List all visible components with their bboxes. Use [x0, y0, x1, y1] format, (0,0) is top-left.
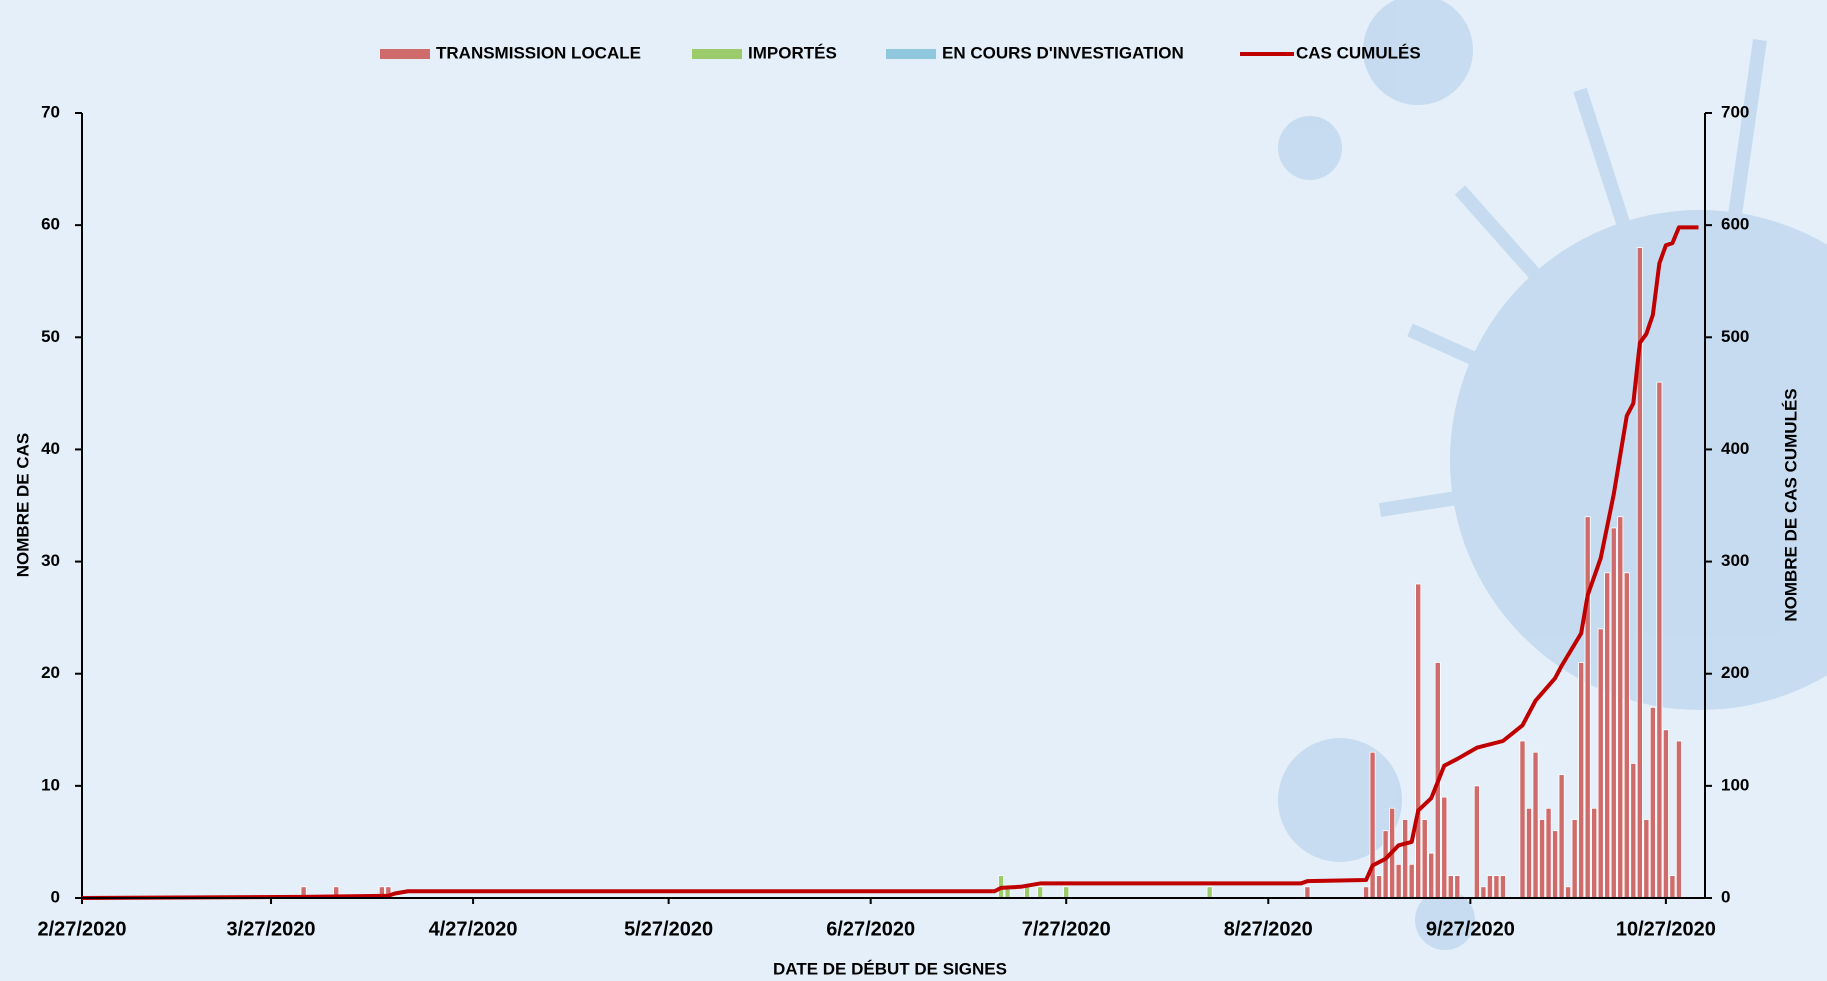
bar	[1675, 740, 1682, 899]
y-tick-label: 70	[41, 102, 60, 121]
x-axis-title: DATE DE DÉBUT DE SIGNES	[773, 959, 1007, 978]
bar	[1493, 875, 1500, 899]
bar	[1669, 875, 1676, 899]
bar	[1473, 785, 1480, 899]
legend-label: EN COURS D'INVESTIGATION	[942, 43, 1184, 62]
bar	[1597, 628, 1604, 899]
y-tick-label: 60	[41, 215, 60, 234]
x-tick-label: 2/27/2020	[38, 918, 127, 940]
bar	[1649, 706, 1656, 899]
bar	[1604, 572, 1611, 899]
y-tick-label: 50	[41, 327, 60, 346]
x-tick-label: 9/27/2020	[1426, 918, 1515, 940]
bar	[1578, 662, 1585, 899]
bar	[1662, 729, 1669, 899]
y-tick-label: 10	[41, 775, 60, 794]
x-tick-label: 10/27/2020	[1616, 918, 1716, 940]
bar	[1558, 774, 1565, 899]
cumulative-line	[81, 225, 1699, 900]
legend-swatch	[692, 49, 742, 59]
y2-tick-label: 500	[1721, 327, 1749, 346]
bar	[1571, 819, 1578, 899]
bar	[1037, 886, 1044, 899]
bar	[1382, 830, 1389, 899]
bar	[1656, 381, 1663, 899]
legend-label: CAS CUMULÉS	[1296, 43, 1421, 62]
x-tick-label: 5/27/2020	[624, 918, 713, 940]
y2-tick-label: 100	[1721, 775, 1749, 794]
y-axis-title: NOMBRE DE CAS	[13, 433, 32, 578]
bar	[1630, 763, 1637, 899]
bar	[1643, 819, 1650, 899]
x-tick-label: 6/27/2020	[826, 918, 915, 940]
background-decoration	[1278, 0, 1827, 950]
bar	[1499, 875, 1506, 899]
legend-label: IMPORTÉS	[748, 43, 837, 62]
y2-tick-label: 700	[1721, 102, 1749, 121]
bar	[1545, 807, 1552, 899]
y-tick-label: 20	[41, 663, 60, 682]
bar	[1376, 875, 1383, 899]
y2-axis-title: NOMBRE DE CAS CUMULÉS	[1781, 388, 1800, 621]
bar	[1480, 886, 1487, 899]
y-tick-label: 0	[51, 887, 60, 906]
bar	[1206, 886, 1213, 899]
bar	[1617, 516, 1624, 899]
x-tick-label: 3/27/2020	[227, 918, 316, 940]
bar	[1415, 583, 1422, 899]
bar	[1363, 886, 1370, 899]
bar	[1428, 852, 1435, 899]
bar	[1526, 807, 1533, 899]
bar	[1486, 875, 1493, 899]
bar	[1441, 796, 1448, 899]
x-tick-label: 8/27/2020	[1224, 918, 1313, 940]
bar	[1565, 886, 1572, 899]
y2-tick-label: 300	[1721, 551, 1749, 570]
legend-label: TRANSMISSION LOCALE	[436, 43, 641, 62]
bar	[1408, 863, 1415, 899]
y2-tick-label: 600	[1721, 215, 1749, 234]
y2-tick-label: 400	[1721, 439, 1749, 458]
bar	[1304, 886, 1311, 899]
bar	[1454, 875, 1461, 899]
bar	[1395, 863, 1402, 899]
bar	[1552, 830, 1559, 899]
bar	[1519, 740, 1526, 899]
bar	[1610, 527, 1617, 899]
bar	[1539, 819, 1546, 899]
bar	[1063, 886, 1070, 899]
y-tick-label: 40	[41, 439, 60, 458]
bar	[1402, 819, 1409, 899]
bar	[1532, 751, 1539, 899]
bar	[1421, 819, 1428, 899]
bar	[1591, 807, 1598, 899]
bar	[1584, 516, 1591, 899]
legend-swatch	[886, 49, 936, 59]
bar	[1024, 886, 1031, 899]
legend-swatch	[380, 49, 430, 59]
bar	[1447, 875, 1454, 899]
x-tick-label: 7/27/2020	[1022, 918, 1111, 940]
bar	[1369, 751, 1376, 899]
y-tick-label: 30	[41, 551, 60, 570]
y2-tick-label: 0	[1721, 887, 1730, 906]
y2-tick-label: 200	[1721, 663, 1749, 682]
bar	[1623, 572, 1630, 899]
x-tick-label: 4/27/2020	[429, 918, 518, 940]
